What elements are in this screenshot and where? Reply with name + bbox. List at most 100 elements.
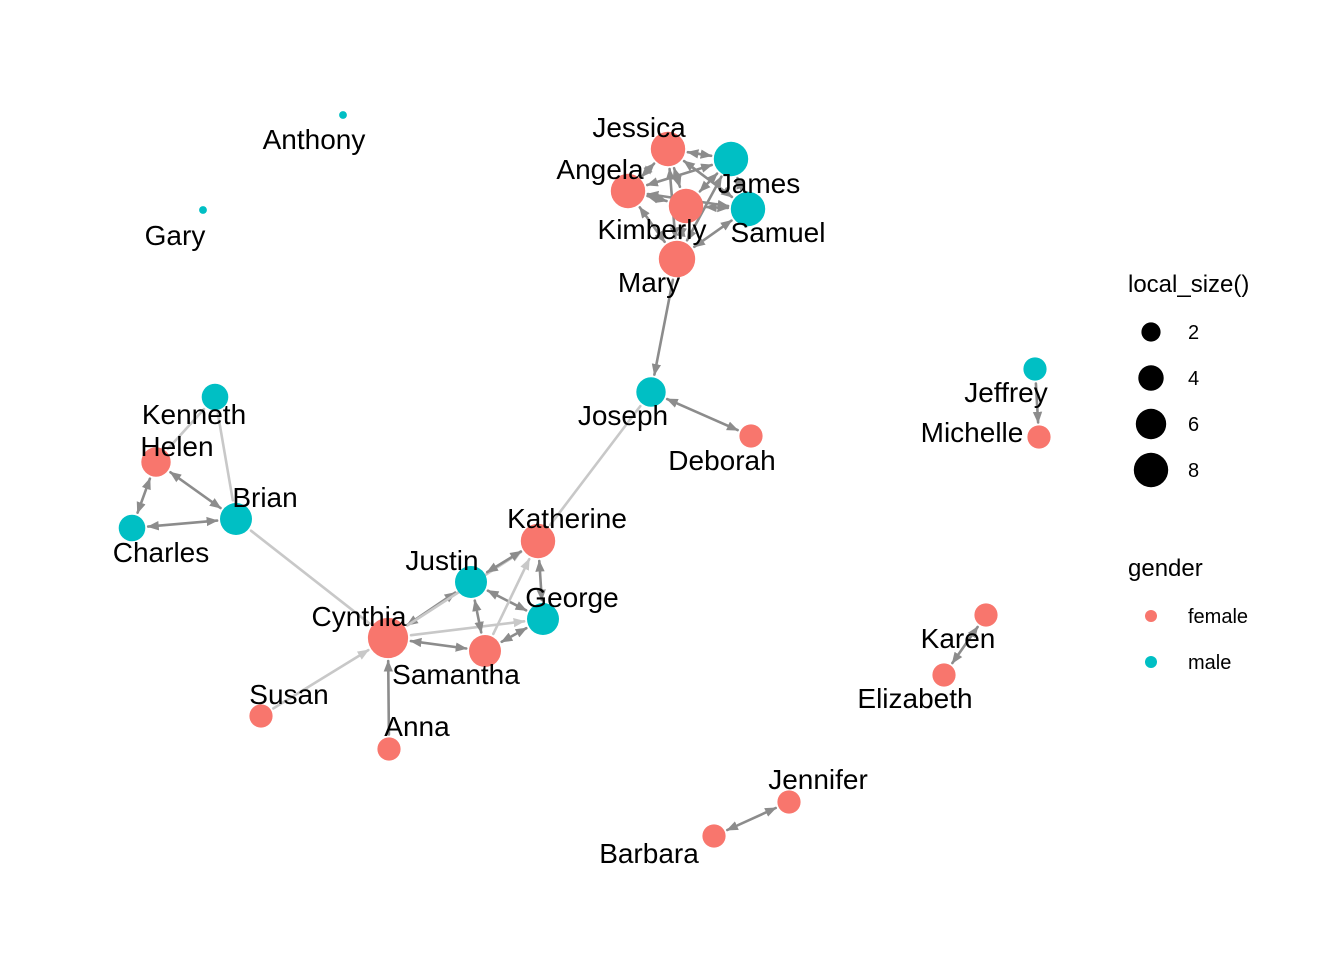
node-label-katherine: Katherine (507, 503, 627, 534)
edge-cynthia-samantha (409, 637, 468, 652)
edge-samantha-katherine (491, 557, 531, 636)
edge-george-katherine (535, 559, 546, 602)
legend-size-items: 2 4 6 8 (1133, 322, 1199, 488)
legend: local_size() 2 4 6 8 gender female male (1128, 271, 1249, 674)
legend-size-dot-6 (1135, 408, 1167, 440)
node-elizabeth (932, 663, 956, 687)
node-anna (377, 737, 401, 761)
node-label-mary: Mary (618, 267, 680, 298)
legend-size-dot-2 (1141, 322, 1161, 342)
node-deborah (739, 424, 763, 448)
node-label-susan: Susan (249, 679, 328, 710)
node-katherine (520, 523, 556, 559)
legend-size-dot-4 (1138, 365, 1164, 391)
edge-jessica-james (686, 149, 713, 159)
edge-kenneth-helen (166, 407, 206, 451)
node-susan (249, 704, 273, 728)
edge-kimberly-mary (676, 224, 687, 240)
edges-layer (136, 149, 1043, 832)
node-label-deborah: Deborah (668, 445, 775, 476)
node-kenneth (201, 383, 229, 411)
node-michelle (1027, 425, 1051, 449)
node-label-elizabeth: Elizabeth (857, 683, 972, 714)
node-justin (455, 566, 487, 598)
node-label-samantha: Samantha (392, 659, 520, 690)
legend-gender-label-female: female (1188, 606, 1248, 628)
edge-justin-katherine (485, 550, 523, 574)
node-jennifer (777, 790, 801, 814)
node-helen (141, 447, 171, 477)
edge-barbara-jennifer (725, 806, 778, 832)
edge-mary-joseph (651, 278, 675, 376)
legend-size-label-6: 6 (1188, 414, 1199, 436)
node-charles (118, 514, 146, 542)
node-label-brian: Brian (232, 482, 297, 513)
edge-jeffrey-michelle (1032, 382, 1043, 424)
node-angela (610, 173, 646, 209)
node-kimberly (668, 188, 704, 224)
node-george (527, 603, 559, 635)
node-label-michelle: Michelle (921, 417, 1024, 448)
edge-jessica-angela (640, 162, 656, 178)
edge-susan-cynthia (272, 648, 370, 710)
edge-joseph-katherine (548, 404, 642, 527)
node-label-gary: Gary (145, 220, 206, 251)
node-label-anthony: Anthony (263, 124, 366, 155)
nodes-layer (118, 111, 1051, 848)
edge-anna-cynthia (383, 659, 393, 736)
edge-charles-brian (146, 516, 219, 531)
node-label-barbara: Barbara (599, 838, 699, 869)
node-label-james: James (718, 168, 800, 199)
edge-cynthia-george (409, 617, 526, 637)
edge-james-samuel (733, 176, 746, 192)
node-label-jessica: Jessica (592, 112, 686, 143)
node-label-charles: Charles (113, 537, 209, 568)
node-label-helen: Helen (140, 431, 213, 462)
node-anthony (339, 111, 347, 119)
edge-kimberly-samuel (704, 202, 730, 213)
edge-james-angela (645, 163, 714, 187)
node-jessica (650, 131, 686, 167)
node-label-anna: Anna (384, 711, 450, 742)
node-label-cynthia: Cynthia (312, 601, 407, 632)
node-label-jennifer: Jennifer (768, 764, 868, 795)
node-barbara (702, 824, 726, 848)
node-gary (199, 206, 207, 214)
node-label-kimberly: Kimberly (598, 214, 707, 245)
labels-layer: Anthony Gary Jessica James Angela Kimberly Sam… (113, 112, 1048, 869)
edge-angela-mary (638, 206, 666, 244)
node-label-karen: Karen (921, 623, 996, 654)
edge-helen-brian (169, 470, 222, 510)
legend-gender-dot-male (1145, 656, 1157, 668)
node-mary (658, 240, 696, 278)
edge-brian-cynthia (249, 529, 372, 626)
node-james (713, 141, 749, 177)
node-label-george: George (525, 582, 618, 613)
edge-elizabeth-karen (951, 625, 979, 665)
node-cynthia (367, 617, 409, 659)
legend-gender-items: female male (1145, 606, 1248, 674)
node-label-joseph: Joseph (578, 400, 668, 431)
node-label-samuel: Samuel (731, 217, 826, 248)
edge-helen-charles (136, 477, 152, 515)
legend-size-label-4: 4 (1188, 368, 1199, 390)
node-samantha (469, 635, 501, 667)
legend-gender-title: gender (1128, 555, 1203, 582)
legend-size-dot-8 (1133, 452, 1169, 488)
node-label-jeffrey: Jeffrey (964, 377, 1048, 408)
node-samuel (730, 191, 766, 227)
node-joseph (636, 377, 666, 407)
node-label-kenneth: Kenneth (142, 399, 246, 430)
node-label-justin: Justin (405, 545, 478, 576)
legend-gender-dot-female (1145, 610, 1157, 622)
legend-gender-label-male: male (1188, 652, 1231, 674)
legend-size-title: local_size() (1128, 271, 1249, 298)
edge-joseph-deborah (665, 397, 739, 432)
edge-justin-george (486, 589, 528, 612)
edge-justin-samantha (472, 599, 484, 634)
edge-samantha-george (500, 626, 528, 644)
node-brian (220, 503, 252, 535)
edge-samuel-mary (692, 219, 733, 249)
node-karen (974, 603, 998, 627)
